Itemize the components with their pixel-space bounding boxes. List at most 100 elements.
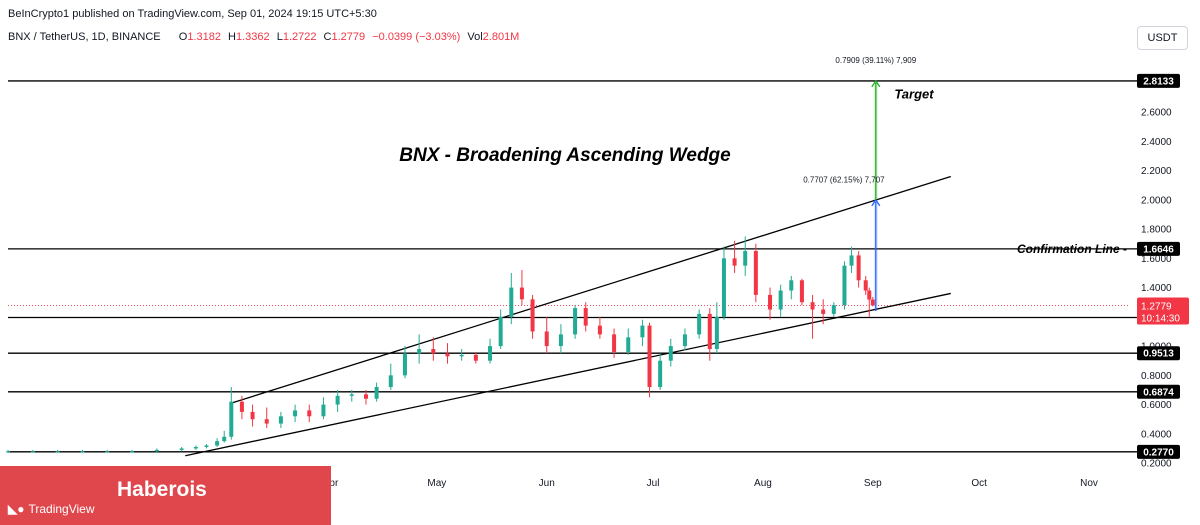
annotation-measure-label: 0.7707 (62.15%) 7,707 [803, 175, 885, 184]
candle-body [519, 287, 524, 300]
chart-title: BNX - Broadening Ascending Wedge [399, 145, 731, 166]
candle-body [239, 401, 244, 412]
candle-body [222, 436, 227, 442]
tradingview-logo-text: TradingView [28, 502, 95, 516]
candle-body [374, 387, 379, 399]
level-price-label-bg [1137, 384, 1180, 399]
candle-body [321, 404, 326, 417]
level-price-label: 0.6874 [1143, 387, 1174, 398]
candle-body [743, 251, 748, 266]
candle-body [714, 316, 719, 350]
candle-body [753, 251, 758, 295]
candle-body [842, 265, 847, 306]
candle-body [154, 449, 159, 452]
publisher-line: BeInCrypto1 published on TradingView.com… [8, 8, 377, 20]
candle-body [335, 395, 340, 405]
y-tick-label: 2.6000 [1141, 108, 1172, 119]
symbol-name: BNX / TetherUS, 1D, BINANCE [8, 31, 161, 43]
candle-body [870, 299, 875, 306]
candle-body [732, 258, 737, 266]
candle-body [789, 280, 794, 291]
level-price-label: 0.9513 [1143, 349, 1174, 360]
ohlc-high-label: H [228, 31, 236, 43]
candle-body [417, 349, 422, 354]
currency-button[interactable]: USDT [1137, 26, 1188, 50]
candle-body [863, 280, 868, 291]
candle-body [307, 410, 312, 417]
level-price-label-bg [1137, 73, 1180, 88]
candle-body [473, 354, 478, 361]
candle-body [821, 309, 826, 314]
candle-body [626, 337, 631, 352]
y-tick-label: 1.8000 [1141, 225, 1172, 236]
candle-body [204, 445, 209, 447]
candle-body [402, 353, 407, 376]
candle-body [867, 290, 872, 300]
y-tick-label: 2.0000 [1141, 195, 1172, 206]
annotation-confirmation-line: Confirmation Line - [1017, 242, 1127, 256]
candle-body [293, 410, 298, 417]
x-tick-label: Jul [647, 478, 660, 489]
y-tick-label: 0.2000 [1141, 459, 1172, 470]
candle-body [30, 451, 35, 453]
level-price-label-bg [1137, 346, 1180, 361]
y-tick-label: 1.4000 [1141, 283, 1172, 294]
ohlc-open-value: 1.3182 [187, 31, 221, 43]
current-price-label-bg [1137, 297, 1189, 325]
ohlc-close-label: C [323, 31, 332, 43]
x-tick-label: Oct [971, 478, 987, 489]
candle-body [640, 325, 645, 338]
candle-body [179, 448, 184, 450]
annotation-measure-label: 0.7909 (39.11%) 7,909 [835, 56, 916, 65]
ohlc-low-label: L [276, 31, 283, 43]
ohlc-volume-value: 2.801M [482, 31, 520, 43]
y-tick-label: 1.6000 [1141, 254, 1172, 265]
candle-body [130, 451, 135, 453]
ohlc-volume-label: Vol [467, 31, 483, 43]
candle-body [445, 353, 450, 357]
current-price-label: 1.2779 [1141, 301, 1172, 312]
candle-body [530, 299, 535, 332]
candle-body [105, 451, 110, 453]
y-tick-label: 2.2000 [1141, 166, 1172, 177]
candle-body [193, 446, 198, 449]
candle-body [721, 258, 726, 317]
candle-body [363, 394, 368, 399]
x-tick-label: Aug [754, 478, 772, 489]
candle-body [509, 287, 514, 317]
candle-body [658, 360, 663, 388]
candle-body [488, 346, 493, 361]
level-price-label-bg [1137, 444, 1180, 459]
candle-body [459, 354, 464, 357]
candle-body [682, 334, 687, 347]
annotation-target: Target [894, 87, 934, 102]
y-tick-label: 0.8000 [1141, 371, 1172, 382]
candle-body [80, 451, 85, 453]
x-tick-label: May [427, 478, 446, 489]
measure-arrow-head [871, 79, 881, 88]
candle-body [6, 451, 10, 453]
candle-body [856, 255, 861, 281]
ohlc-open-label: O [178, 31, 188, 43]
trendline-upper [231, 175, 951, 404]
current-price-countdown: 10:14:30 [1141, 313, 1180, 324]
candle-body [278, 416, 283, 424]
level-price-label-bg [1137, 241, 1180, 256]
candle-body [799, 280, 804, 303]
candle-body [768, 294, 773, 310]
tradingview-icon: ◣● [8, 502, 25, 516]
candle-body [55, 451, 60, 453]
candle-body [707, 313, 712, 350]
level-price-label: 1.6646 [1143, 244, 1174, 255]
level-price-label: 0.2770 [1143, 447, 1174, 458]
ohlc-high-value: 1.3362 [235, 31, 270, 43]
candle-body [250, 411, 255, 420]
tradingview-logo: ◣● TradingView [8, 502, 95, 516]
candle-body [647, 325, 652, 388]
level-price-label: 2.8133 [1143, 76, 1174, 87]
symbol-info: BNX / TetherUS, 1D, BINANCE O1.3182 H1.3… [8, 31, 523, 43]
candle-body [558, 334, 563, 347]
y-tick-label: 0.4000 [1141, 429, 1172, 440]
candle-body [544, 331, 549, 347]
